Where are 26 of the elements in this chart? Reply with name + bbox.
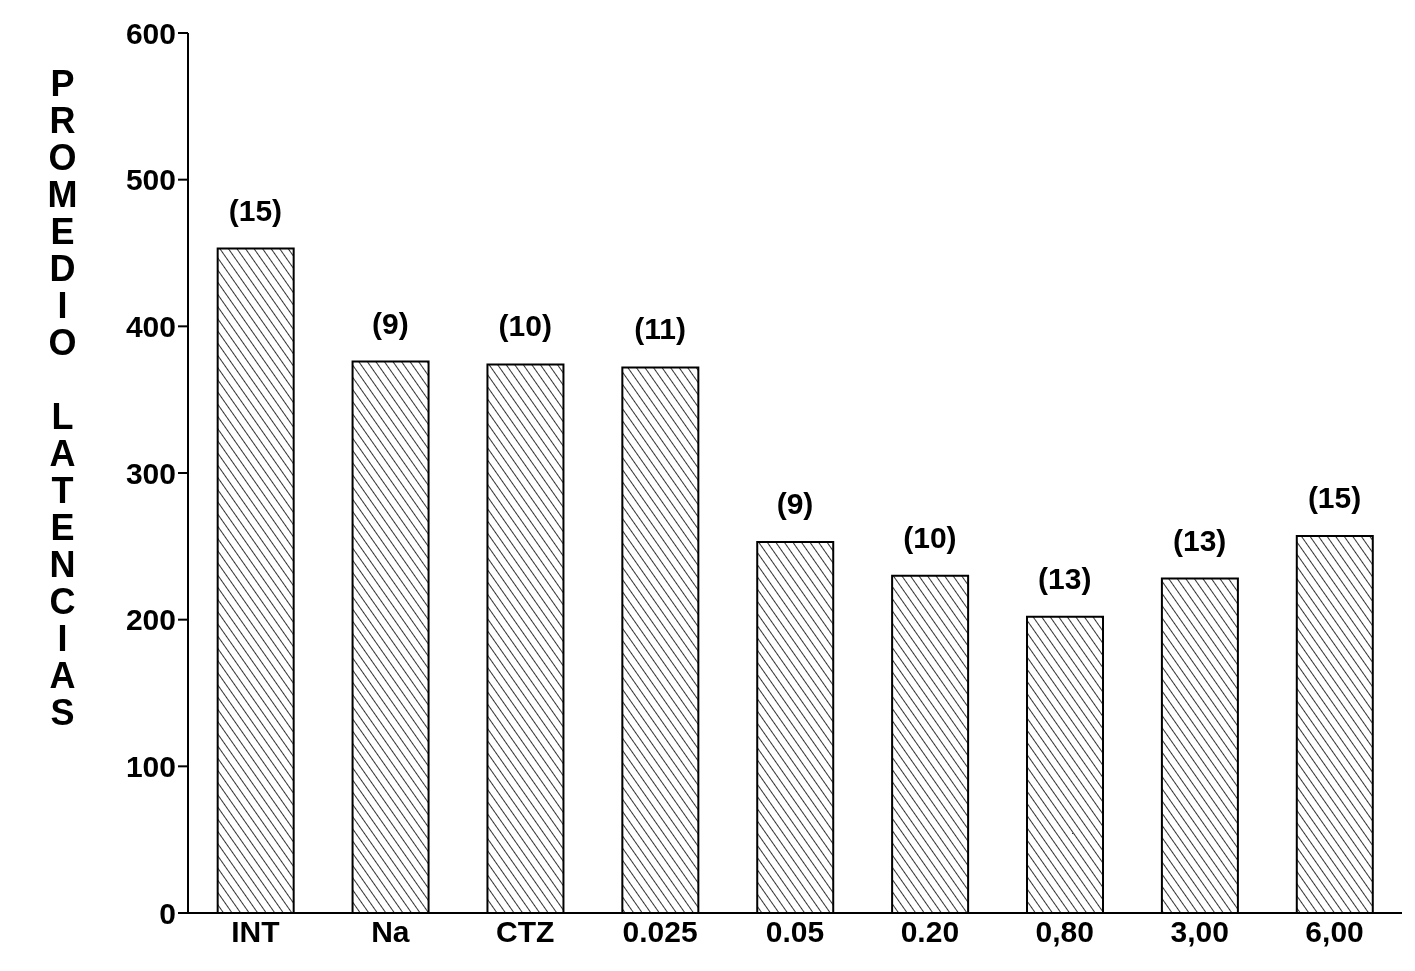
x-tick-label: 0,80 — [1035, 915, 1094, 949]
y-tick-label: 200 — [125, 603, 176, 637]
x-tick-label: 6,00 — [1305, 915, 1364, 949]
x-tick-label: INT — [231, 915, 280, 949]
x-tick-label: CTZ — [496, 915, 555, 949]
x-tick-label: Na — [371, 915, 410, 949]
y-tick-label: 0 — [159, 896, 176, 930]
annotation: (15) — [228, 193, 283, 227]
y-tick-label: 100 — [125, 749, 176, 783]
annotation: (10) — [498, 309, 552, 343]
annotation: (9) — [372, 306, 409, 340]
annotation: (10) — [903, 520, 957, 554]
annotation: (9) — [776, 486, 814, 520]
x-tick-label: 0.05 — [765, 915, 825, 949]
annotation: (13) — [1172, 523, 1227, 557]
x-tick-label: 3,00 — [1170, 915, 1229, 949]
annotation: (13) — [1038, 561, 1092, 595]
y-tick-label: 300 — [125, 456, 176, 490]
x-tick-label: 0.025 — [622, 915, 698, 949]
y-axis-title: PROMEDIO LATENCIAS — [42, 63, 83, 729]
x-tick-label: 0.20 — [900, 915, 960, 949]
y-tick-label: 500 — [125, 163, 176, 197]
annotation: (11) — [634, 312, 686, 346]
y-tick-label: 600 — [125, 16, 176, 50]
annotation: (15) — [1307, 481, 1362, 515]
y-tick-label: 400 — [125, 309, 176, 343]
